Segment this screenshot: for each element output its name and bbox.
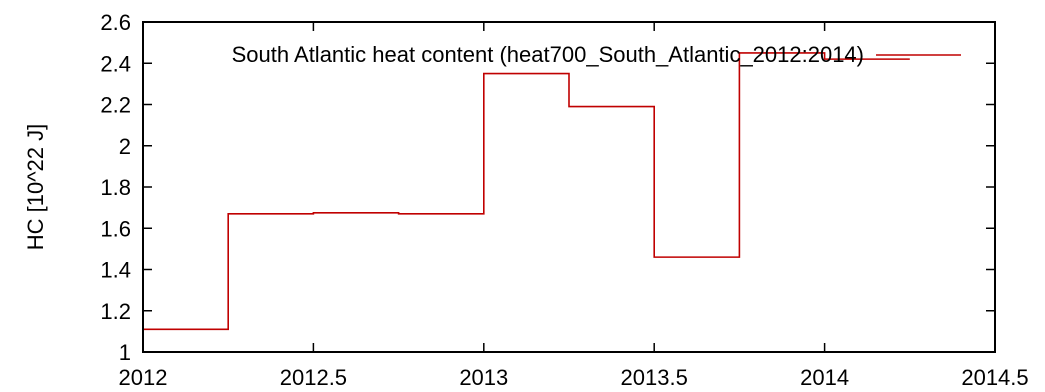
axis-ticks: [142, 21, 996, 353]
x-tick-label: 2013: [459, 365, 508, 390]
y-tick-label: 2.4: [100, 51, 131, 76]
x-tick-label: 2012: [119, 365, 168, 390]
plot-frame: [142, 21, 996, 353]
x-tick-label: 2012.5: [280, 365, 347, 390]
y-tick-label: 1.2: [100, 299, 131, 324]
y-tick-label: 1: [119, 340, 131, 365]
series-line: [143, 52, 910, 331]
axis-tick-labels: 2012 2012.5 2013 2013.5 2014 2014.5 1 1.2 1.4 1.6…: [100, 10, 1028, 390]
y-tick-label: 2: [119, 134, 131, 159]
y-tick-label: 1.8: [100, 175, 131, 200]
x-tick-label: 2014: [800, 365, 849, 390]
legend-label: South Atlantic heat content (heat700_Sou…: [232, 42, 864, 67]
x-tick-label: 2014.5: [961, 365, 1028, 390]
y-tick-label: 1.4: [100, 258, 131, 283]
x-tick-label: 2013.5: [621, 365, 688, 390]
y-tick-label: 2.2: [100, 93, 131, 118]
series-layer: [143, 52, 910, 331]
y-axis-title: HC [10^22 J]: [23, 124, 48, 251]
legend: South Atlantic heat content (heat700_Sou…: [232, 42, 961, 67]
y-tick-label: 2.6: [100, 10, 131, 35]
y-tick-label: 1.6: [100, 216, 131, 241]
